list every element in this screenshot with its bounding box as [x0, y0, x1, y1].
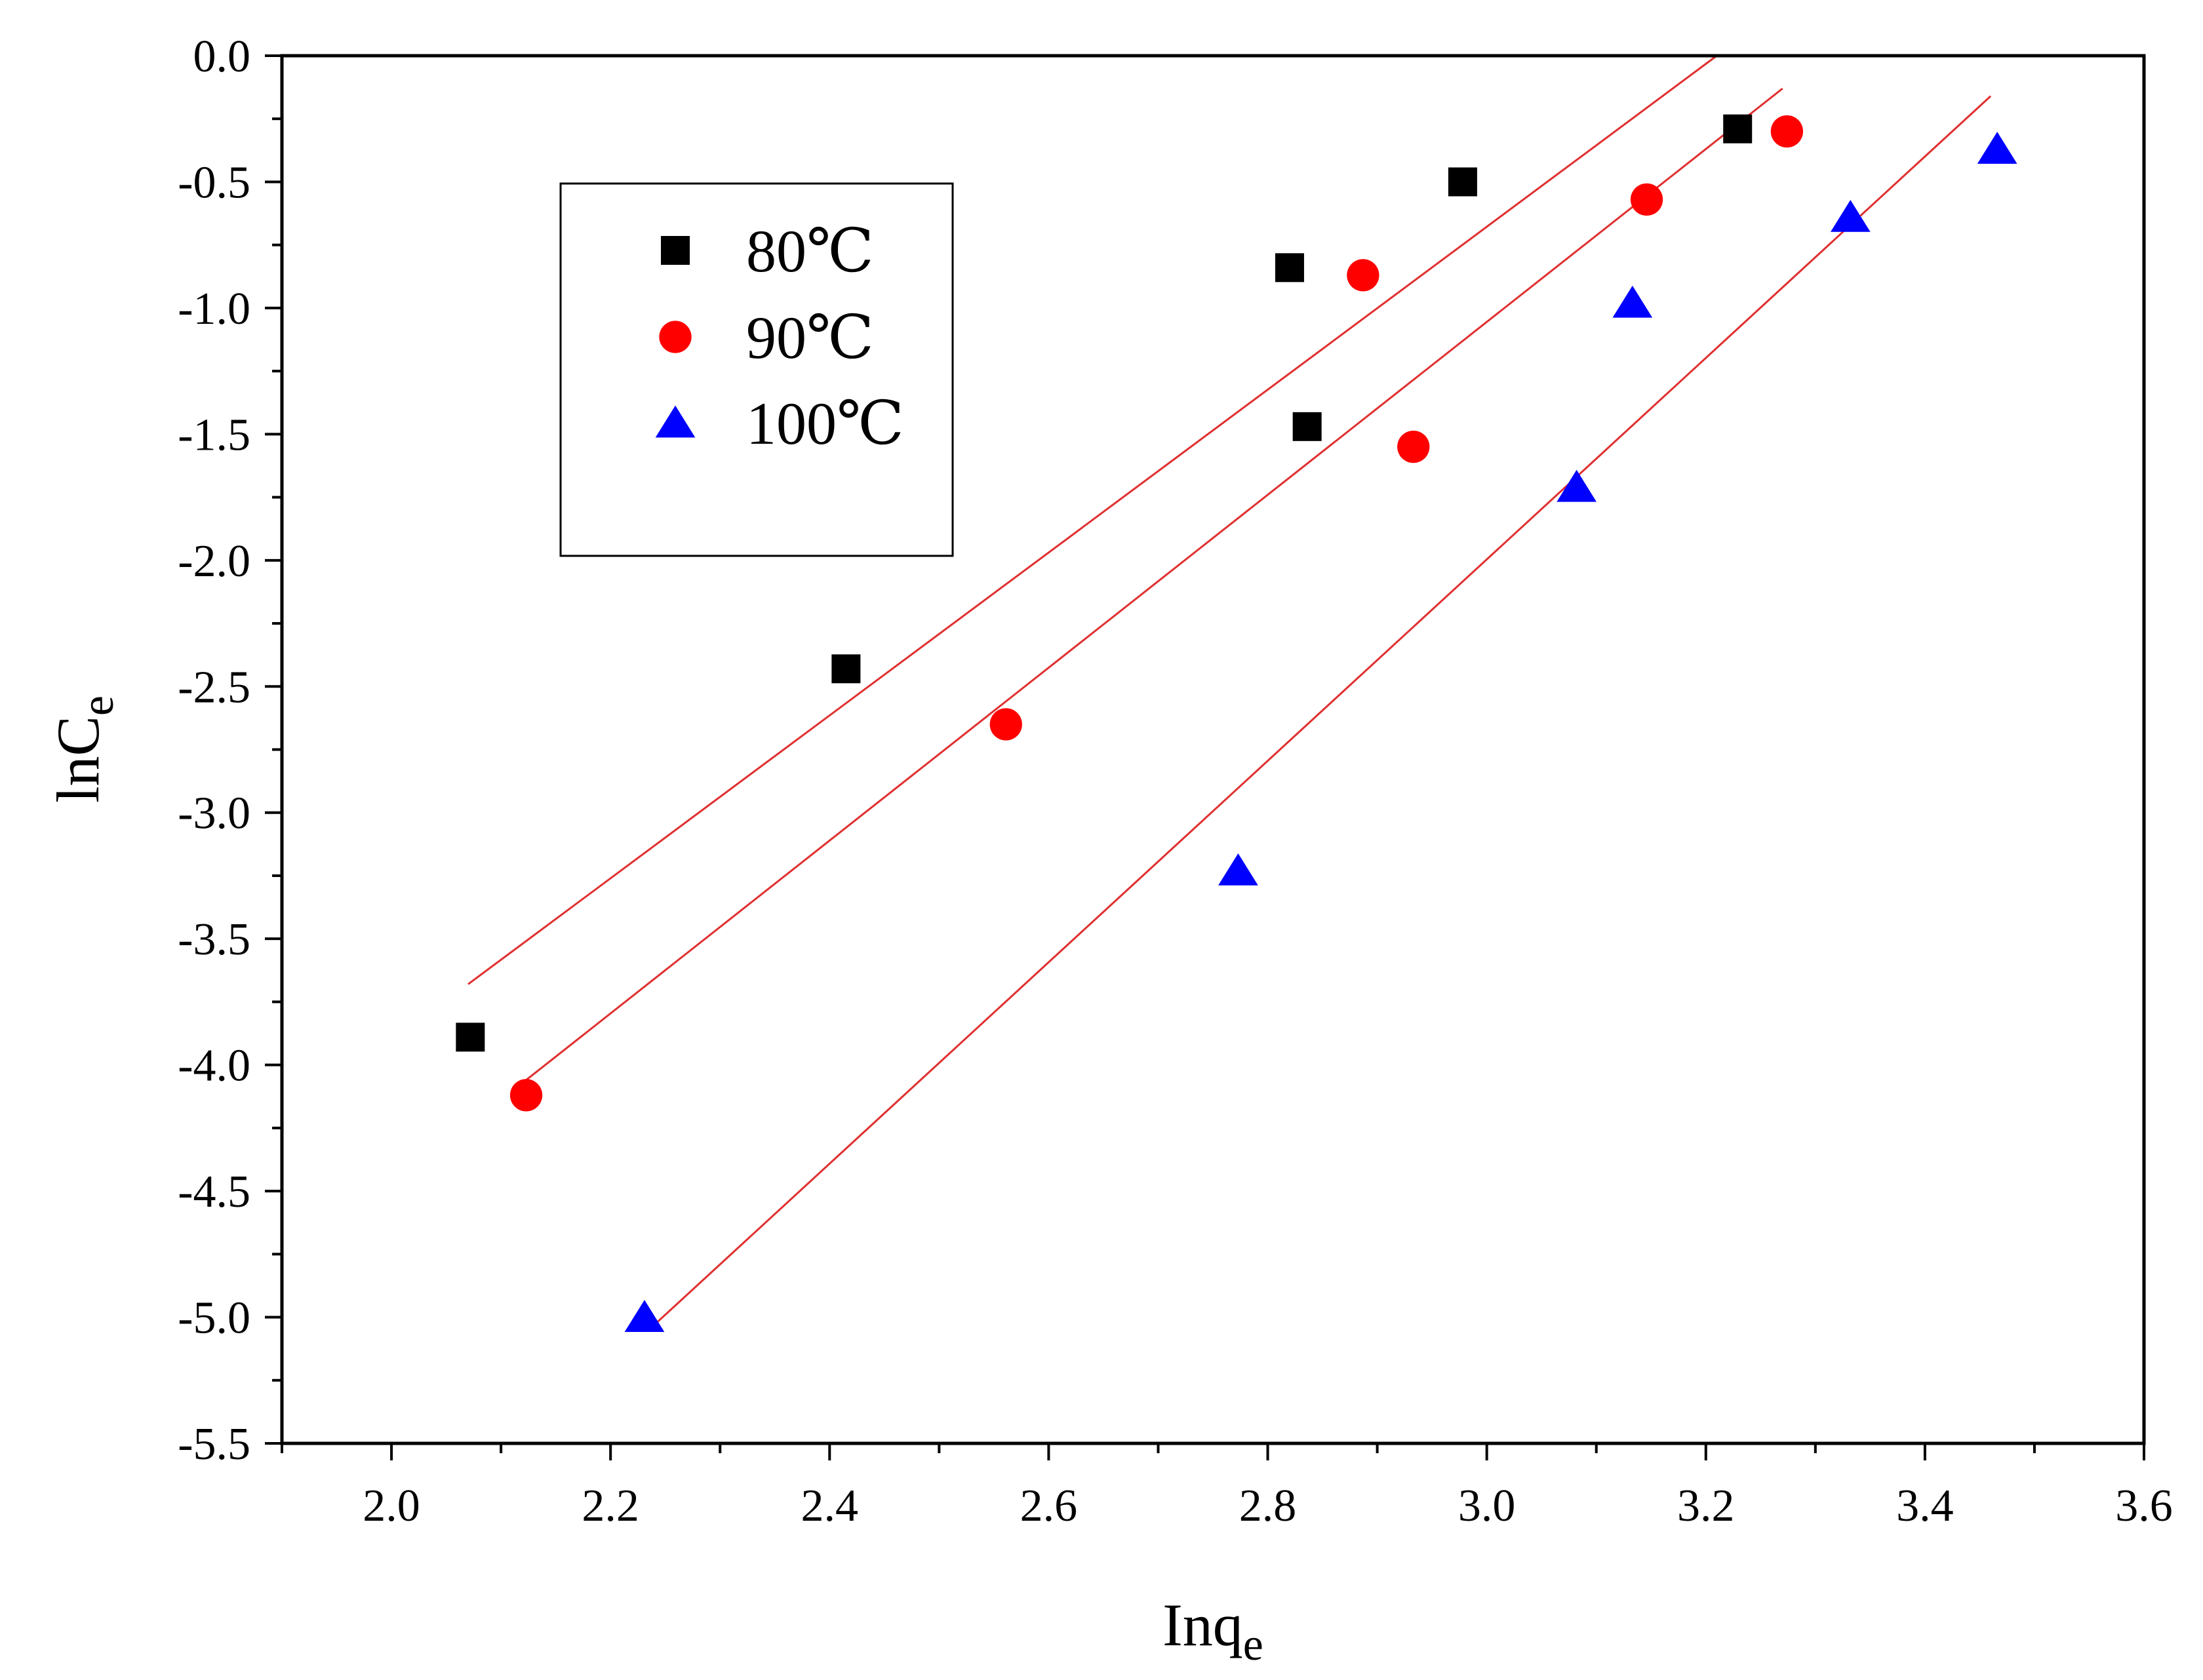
- y-tick-label: -3.5: [178, 914, 250, 965]
- x-tick-label: 2.2: [582, 1481, 639, 1531]
- data-point-circle: [509, 1079, 543, 1112]
- x-axis-title-main: Inq: [1162, 1592, 1243, 1658]
- y-tick-label: -2.5: [178, 662, 250, 713]
- y-axis: 0.0 -0.5 -1.0 -1.5 -2.0 -2.5 -3.0 -3.5 -4.0 -4.5 -…: [178, 31, 282, 1470]
- fit-line-square: [467, 54, 1718, 985]
- legend-marker-triangle: [655, 405, 696, 438]
- x-tick-label: 3.2: [1677, 1481, 1735, 1531]
- y-tick-label: -1.0: [178, 284, 250, 334]
- data-point-triangle: [624, 1300, 665, 1332]
- data-point-square: [1275, 253, 1304, 283]
- data-point-square: [1723, 114, 1753, 144]
- data-point-triangle: [1218, 853, 1258, 886]
- data-point-square: [1292, 412, 1322, 441]
- x-tick-label: 2.0: [363, 1481, 420, 1531]
- data-point-triangle: [1977, 132, 2017, 164]
- y-axis-title: lnCe: [45, 695, 123, 803]
- data-point-triangle: [1557, 469, 1597, 502]
- x-tick-label: 2.8: [1239, 1481, 1297, 1531]
- data-point-triangle: [1612, 285, 1653, 318]
- data-point-circle: [989, 708, 1022, 741]
- y-tick-label: -4.0: [178, 1041, 250, 1091]
- x-tick-label: 3.0: [1458, 1481, 1516, 1531]
- data-point-circle: [1770, 115, 1804, 148]
- legend-label: 80℃: [746, 218, 874, 284]
- x-tick-label: 3.4: [1896, 1481, 1954, 1531]
- legend-box: [559, 182, 954, 557]
- y-tick-label: -0.5: [178, 157, 250, 208]
- y-tick-label: -1.5: [178, 410, 250, 460]
- y-axis-title-sub: e: [73, 695, 123, 716]
- x-axis: 2.0 2.2 2.4 2.6 2.8 3.0 3.2 3.4 3.6: [281, 1443, 2173, 1531]
- fit-line-circle: [522, 87, 1783, 1084]
- y-tick-label: -5.5: [178, 1419, 250, 1470]
- x-axis-title-sub: e: [1243, 1620, 1263, 1670]
- x-axis-title: Inqe: [1162, 1592, 1263, 1670]
- x-tick-label: 2.4: [801, 1481, 859, 1531]
- data-point-square: [831, 654, 861, 684]
- legend-marker-circle: [659, 321, 692, 353]
- y-tick-label: -3.0: [178, 789, 250, 839]
- fit-line-triangle: [653, 95, 1992, 1326]
- data-point-triangle: [1830, 199, 1871, 232]
- x-tick-label: 3.6: [2115, 1481, 2173, 1531]
- y-tick-label: 0.0: [193, 31, 251, 82]
- legend: 80℃ 90℃ 100℃: [559, 182, 954, 557]
- data-point-circle: [1347, 259, 1379, 292]
- y-tick-label: -5.0: [178, 1293, 250, 1344]
- legend-label: 90℃: [746, 304, 874, 371]
- legend-label: 100℃: [746, 390, 904, 457]
- y-axis-title-main: lnC: [45, 716, 111, 803]
- data-point-square: [456, 1023, 485, 1052]
- data-markers: [456, 114, 2017, 1332]
- fit-lines: [467, 54, 1992, 1326]
- legend-marker-square: [661, 236, 690, 265]
- data-point-square: [1448, 167, 1477, 197]
- y-tick-label: -4.5: [178, 1167, 250, 1217]
- data-point-circle: [1397, 430, 1430, 463]
- y-tick-label: -2.0: [178, 536, 250, 587]
- x-tick-label: 2.6: [1020, 1481, 1078, 1531]
- data-point-circle: [1630, 183, 1663, 216]
